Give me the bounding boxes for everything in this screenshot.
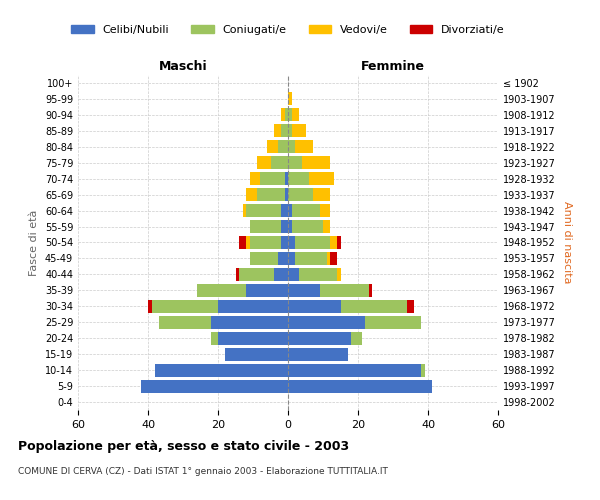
Bar xyxy=(407,300,414,313)
Bar xyxy=(337,268,341,281)
Bar xyxy=(295,236,330,249)
Bar xyxy=(302,156,330,170)
Bar xyxy=(257,188,284,201)
Bar xyxy=(323,220,330,233)
Bar xyxy=(242,204,246,217)
Bar xyxy=(250,220,281,233)
Bar xyxy=(288,220,292,233)
Bar xyxy=(274,124,281,138)
Bar xyxy=(292,124,305,138)
Bar xyxy=(288,380,431,392)
Bar xyxy=(292,204,320,217)
Bar xyxy=(281,220,288,233)
Bar xyxy=(277,140,288,153)
Bar xyxy=(309,172,334,185)
Bar xyxy=(295,140,313,153)
Bar xyxy=(151,300,218,313)
Bar xyxy=(288,140,295,153)
Y-axis label: Fasce di età: Fasce di età xyxy=(29,210,39,276)
Legend: Celibi/Nubili, Coniugati/e, Vedovi/e, Divorziati/e: Celibi/Nubili, Coniugati/e, Vedovi/e, Di… xyxy=(67,20,509,39)
Bar xyxy=(155,364,288,376)
Bar xyxy=(320,204,330,217)
Bar xyxy=(250,172,260,185)
Bar xyxy=(218,300,288,313)
Bar xyxy=(299,268,337,281)
Bar xyxy=(246,236,250,249)
Bar xyxy=(141,380,288,392)
Bar xyxy=(288,364,421,376)
Y-axis label: Anni di nascita: Anni di nascita xyxy=(562,201,572,284)
Bar xyxy=(284,172,288,185)
Bar xyxy=(288,252,295,265)
Bar xyxy=(288,284,320,297)
Bar xyxy=(330,236,337,249)
Bar xyxy=(271,156,288,170)
Bar xyxy=(284,188,288,201)
Bar xyxy=(257,156,271,170)
Bar xyxy=(218,332,288,345)
Bar xyxy=(288,300,341,313)
Bar xyxy=(288,316,365,329)
Bar xyxy=(288,348,347,360)
Bar xyxy=(288,268,299,281)
Bar xyxy=(284,108,288,122)
Text: Maschi: Maschi xyxy=(158,60,208,72)
Bar xyxy=(148,300,151,313)
Bar xyxy=(246,284,288,297)
Bar xyxy=(211,316,288,329)
Bar xyxy=(288,124,292,138)
Bar xyxy=(281,204,288,217)
Bar xyxy=(292,220,323,233)
Bar xyxy=(313,188,330,201)
Bar xyxy=(281,236,288,249)
Bar xyxy=(267,140,277,153)
Bar xyxy=(295,252,326,265)
Bar xyxy=(246,188,257,201)
Bar xyxy=(288,108,292,122)
Bar xyxy=(239,236,246,249)
Bar xyxy=(351,332,361,345)
Bar xyxy=(320,284,368,297)
Bar xyxy=(288,188,313,201)
Bar xyxy=(225,348,288,360)
Bar xyxy=(197,284,246,297)
Bar xyxy=(288,236,295,249)
Bar xyxy=(421,364,425,376)
Bar xyxy=(239,268,274,281)
Bar xyxy=(250,252,277,265)
Bar xyxy=(211,332,218,345)
Bar xyxy=(288,172,309,185)
Bar xyxy=(277,252,288,265)
Bar xyxy=(330,252,337,265)
Bar xyxy=(260,172,284,185)
Bar xyxy=(158,316,211,329)
Bar xyxy=(274,268,288,281)
Bar xyxy=(337,236,341,249)
Bar xyxy=(365,316,421,329)
Bar xyxy=(288,204,292,217)
Bar xyxy=(288,156,302,170)
Text: Femmine: Femmine xyxy=(361,60,425,72)
Bar xyxy=(326,252,330,265)
Text: Popolazione per età, sesso e stato civile - 2003: Popolazione per età, sesso e stato civil… xyxy=(18,440,349,453)
Bar xyxy=(246,204,281,217)
Bar xyxy=(250,236,281,249)
Bar xyxy=(281,108,284,122)
Bar xyxy=(368,284,372,297)
Bar xyxy=(281,124,288,138)
Bar xyxy=(288,332,351,345)
Text: COMUNE DI CERVA (CZ) - Dati ISTAT 1° gennaio 2003 - Elaborazione TUTTITALIA.IT: COMUNE DI CERVA (CZ) - Dati ISTAT 1° gen… xyxy=(18,468,388,476)
Bar xyxy=(235,268,239,281)
Bar xyxy=(288,92,292,106)
Bar xyxy=(292,108,299,122)
Bar xyxy=(341,300,407,313)
